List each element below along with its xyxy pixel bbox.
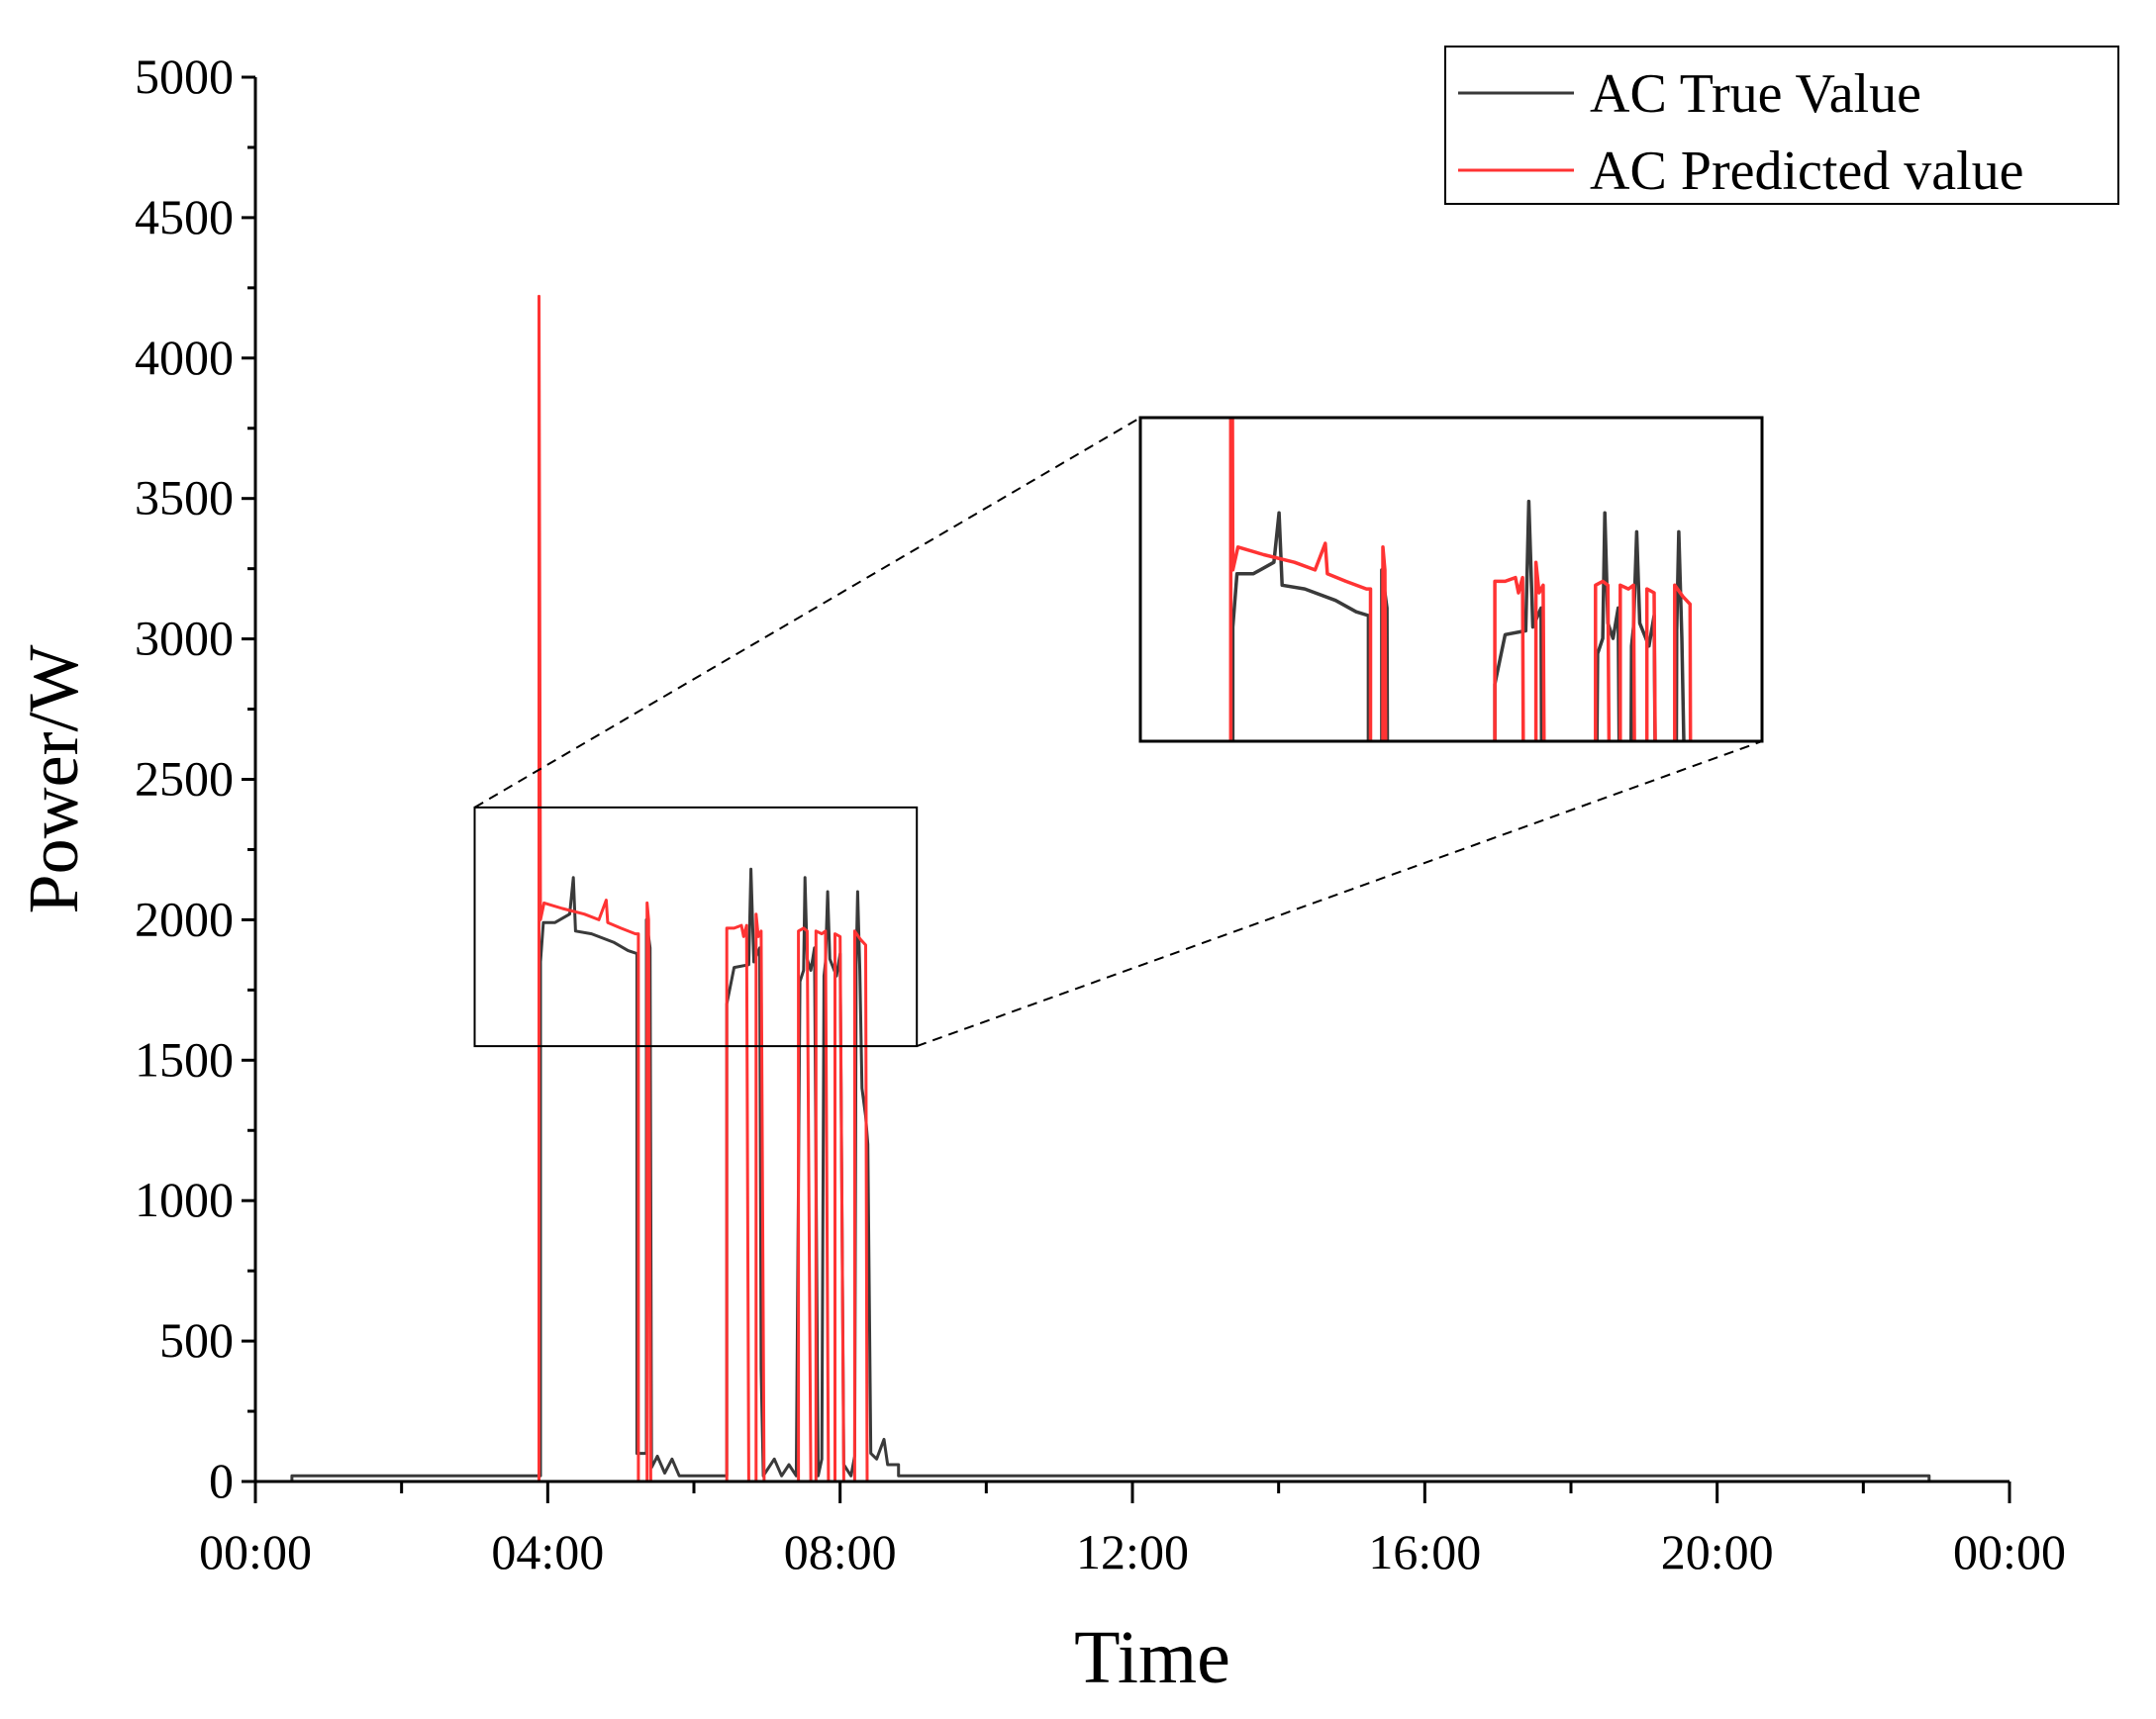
x-tick-label: 00:00 [1953,1524,2066,1579]
zoom-panel-border [1138,416,1764,743]
y-tick-label: 500 [159,1312,234,1368]
series-line-1 [255,867,2009,1483]
legend: AC True Value AC Predicted value [1444,46,2119,205]
x-tick-label: 16:00 [1368,1524,1481,1579]
y-tick-label: 3000 [135,611,234,666]
zoom-series-line-2 [1228,418,1693,741]
x-tick-label: 12:00 [1076,1524,1189,1579]
y-tick-label: 1500 [135,1031,234,1087]
x-tick-label: 04:00 [491,1524,604,1579]
x-axis-title: Time [1074,1616,1230,1699]
zoom-series-line-1 [1230,499,1686,741]
y-axis-title: Power/W [14,644,93,913]
zoom-series-group [1228,418,1693,741]
legend-box [1444,46,2119,205]
y-tick-label: 1000 [135,1172,234,1227]
zoom-source-box [473,806,919,1048]
y-tick-label: 2500 [135,751,234,807]
y-tick-label: 2000 [135,891,234,946]
zoom-panel-bg [1140,418,1762,741]
legend-label-2: AC Predicted value [1590,141,2024,202]
x-tick-label: 08:00 [784,1524,897,1579]
legend-label-1: AC True Value [1590,63,1921,125]
y-tick-label: 3500 [135,470,234,525]
x-tick-label: 20:00 [1661,1524,1774,1579]
inset-zoom [473,416,1764,1048]
y-tick-label: 4500 [135,189,234,244]
y-tick-label: 5000 [135,48,234,104]
zoom-connector-bottom [916,740,1763,1048]
y-tick-label: 4000 [135,330,234,385]
plot-area: 0 500 1000 1500 2000 2500 3000 3500 4000 4500 5000… [14,48,2066,1699]
zoom-connector-top [473,417,1141,809]
y-tick-label: 0 [209,1453,234,1508]
x-tick-label: 00:00 [199,1524,312,1579]
